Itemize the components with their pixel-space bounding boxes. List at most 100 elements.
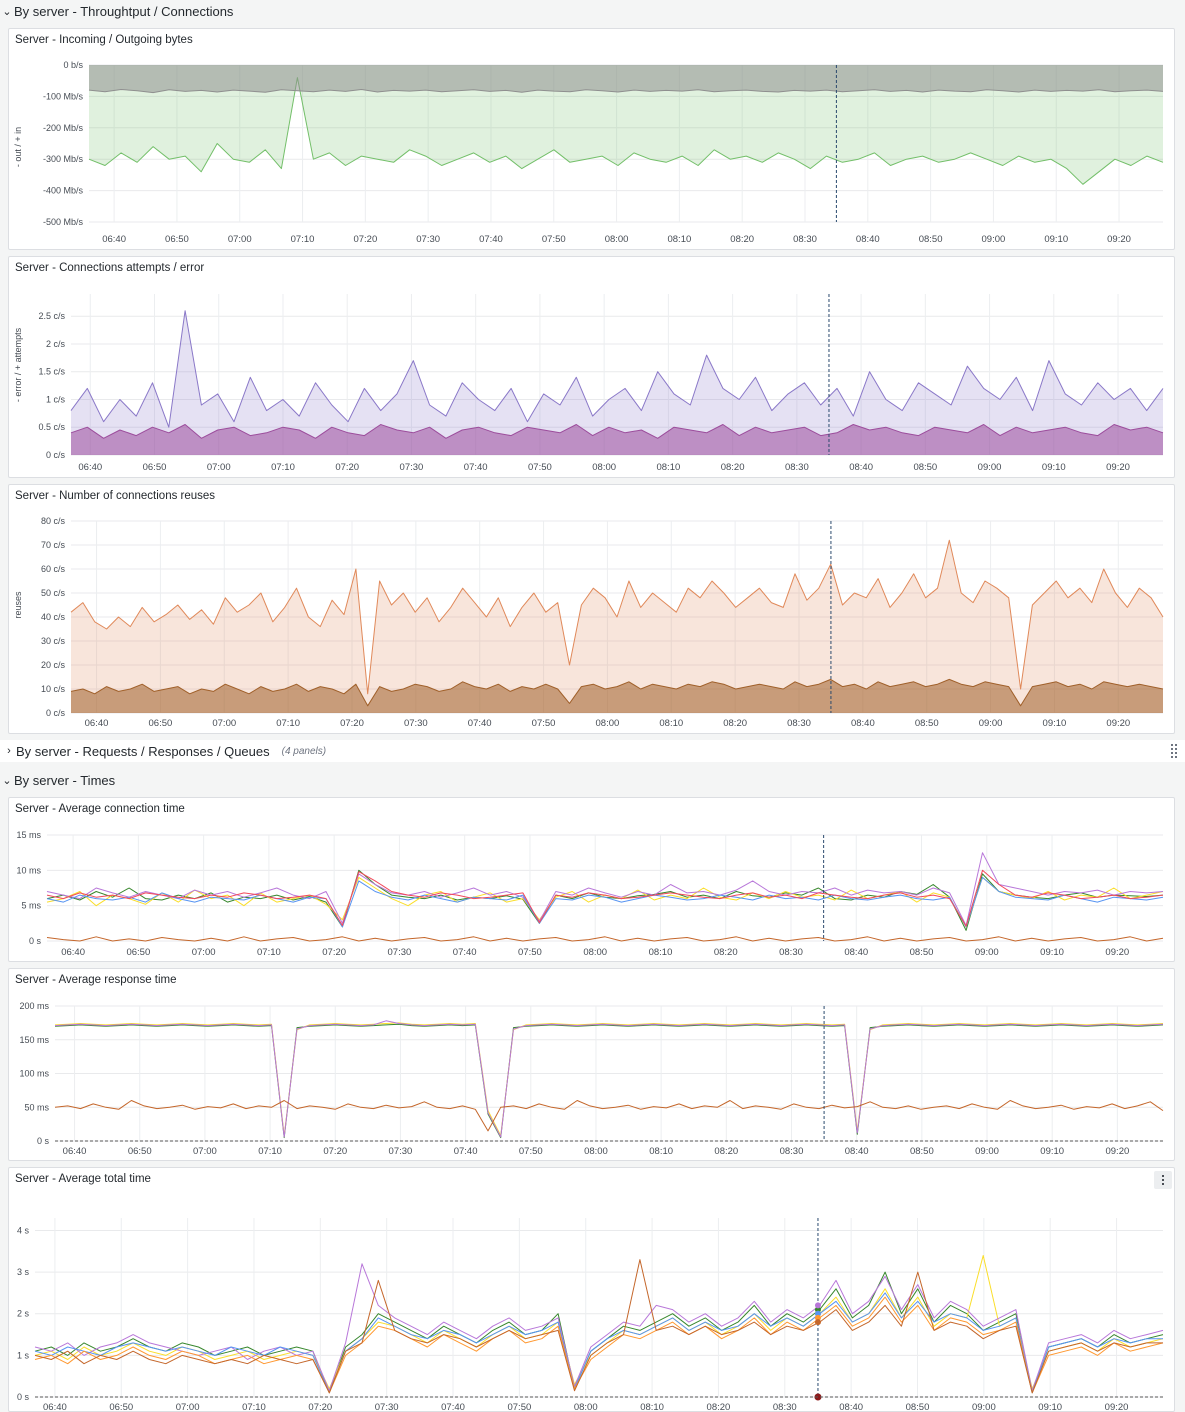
- drag-handle-icon[interactable]: [1171, 744, 1177, 758]
- row-title[interactable]: By server - Throughtput / Connections: [14, 3, 234, 19]
- panel-title[interactable]: Server - Connections attempts / error: [15, 262, 205, 274]
- incoming-outgoing-bytes-chart[interactable]: 0 b/s -100 Mb/s -200 Mb/s -300 Mb/s -400 Mb/…: [9, 29, 1174, 249]
- panel-title[interactable]: Server - Average response time: [15, 974, 177, 986]
- x-tick-label: 08:50: [913, 462, 937, 473]
- y-tick-label: 50 ms: [24, 1102, 49, 1112]
- series-area: [89, 65, 1163, 185]
- x-tick-label: 09:00: [978, 462, 1002, 473]
- connections-reuses-chart[interactable]: 0 c/s 10 c/s 20 c/s 30 c/s 40 c/s 50 c/s 60 c/…: [9, 485, 1174, 733]
- panel-menu-button[interactable]: [1154, 1171, 1172, 1189]
- panel-connections-attempts-error: Server - Connections attempts / error 0 …: [8, 256, 1175, 478]
- x-tick-label: 07:30: [375, 1402, 399, 1411]
- x-tick-label: 09:20: [1106, 718, 1130, 729]
- x-tick-label: 08:00: [584, 1146, 608, 1157]
- x-tick-label: 08:30: [785, 462, 809, 473]
- x-tick-label: 07:00: [193, 1146, 217, 1157]
- series-line: [46, 869, 1164, 927]
- panel-title[interactable]: Server - Average connection time: [15, 803, 185, 815]
- series-line: [88, 77, 1164, 185]
- series-line: [54, 1100, 1164, 1132]
- y-tick-label: 200 ms: [19, 1001, 49, 1011]
- x-tick-label: 09:00: [982, 234, 1006, 245]
- y-tick-label: 0 b/s: [63, 60, 83, 70]
- x-tick-label: 07:50: [528, 462, 552, 473]
- x-tick-label: 07:30: [416, 234, 440, 245]
- x-tick-label: 08:30: [793, 234, 817, 245]
- x-tick-label: 08:10: [659, 718, 683, 729]
- x-tick-label: 07:10: [276, 718, 300, 729]
- x-tick-label: 07:00: [212, 718, 236, 729]
- series-line: [70, 678, 1164, 707]
- x-tick-label: 07:40: [453, 947, 477, 958]
- y-axis-label: - error / + attempts: [13, 327, 23, 402]
- x-tick-label: 06:40: [102, 234, 126, 245]
- row-header-times[interactable]: ⌄ By server - Times: [0, 769, 1185, 791]
- average-total-time-chart[interactable]: 0 s 1 s 2 s 3 s 4 s 06:40 06:50 07:00 07:10 07:20…: [9, 1168, 1174, 1411]
- x-tick-label: 08:50: [910, 947, 934, 958]
- x-tick-label: 09:00: [975, 1146, 999, 1157]
- series-line: [54, 1020, 1164, 1138]
- x-tick-label: 07:50: [532, 718, 556, 729]
- average-response-time-chart[interactable]: 0 s 50 ms 100 ms 150 ms 200 ms 06:40 06:50 07:0…: [9, 969, 1174, 1160]
- panel-title[interactable]: Server - Number of connections reuses: [15, 490, 216, 502]
- series-line: [34, 1255, 1164, 1390]
- x-tick-label: 09:00: [975, 947, 999, 958]
- x-tick-label: 07:50: [507, 1402, 531, 1411]
- x-tick-label: 08:30: [787, 718, 811, 729]
- series-line: [46, 869, 1164, 931]
- panel-title[interactable]: Server - Average total time: [15, 1173, 151, 1185]
- hover-point: [814, 1310, 821, 1317]
- series-area: [71, 540, 1163, 713]
- x-tick-label: 08:30: [773, 1402, 797, 1411]
- x-tick-label: 07:30: [388, 947, 412, 958]
- x-tick-label: 06:40: [43, 1402, 67, 1411]
- x-tick-label: 06:50: [128, 1146, 152, 1157]
- x-tick-label: 08:20: [730, 234, 754, 245]
- y-tick-label: -200 Mb/s: [43, 123, 84, 133]
- x-tick-label: 09:20: [1105, 1402, 1129, 1411]
- panel-average-total-time: Server - Average total time 0 s 1 s 2 s 3 s…: [8, 1167, 1175, 1412]
- y-tick-label: -400 Mb/s: [43, 186, 84, 196]
- row-header-requests[interactable]: › By server - Requests / Responses / Que…: [0, 740, 1185, 762]
- series-line: [70, 539, 1164, 695]
- x-tick-label: 09:10: [1040, 1146, 1064, 1157]
- y-tick-label: 30 c/s: [41, 636, 66, 646]
- row-title[interactable]: By server - Requests / Responses / Queue…: [16, 743, 270, 759]
- chevron-down-icon[interactable]: ⌄: [2, 774, 12, 787]
- x-tick-label: 08:00: [605, 234, 629, 245]
- x-tick-label: 06:50: [109, 1402, 133, 1411]
- x-tick-label: 08:40: [851, 718, 875, 729]
- x-tick-label: 09:20: [1105, 947, 1129, 958]
- x-tick-label: 07:00: [228, 234, 252, 245]
- x-tick-label: 08:10: [656, 462, 680, 473]
- y-tick-label: 150 ms: [19, 1035, 49, 1045]
- chevron-right-icon[interactable]: ›: [7, 745, 11, 757]
- y-axis-label: reuses: [13, 591, 23, 619]
- connections-attempts-chart[interactable]: 0 c/s 0.5 c/s 1 c/s 1.5 c/s 2 c/s 2.5 c/s 06:4…: [9, 257, 1174, 477]
- y-tick-label: 10 c/s: [41, 684, 66, 694]
- series-line: [46, 936, 1164, 942]
- y-axis-label: - out / + in: [13, 127, 23, 167]
- x-tick-label: 08:20: [714, 1146, 738, 1157]
- x-tick-label: 08:00: [596, 718, 620, 729]
- panel-connections-reuses: Server - Number of connections reuses 0 …: [8, 484, 1175, 734]
- y-tick-label: 2 c/s: [46, 339, 66, 349]
- x-tick-label: 08:10: [667, 234, 691, 245]
- panel-title[interactable]: Server - Incoming / Outgoing bytes: [15, 34, 193, 46]
- row-panel-count: (4 panels): [281, 745, 327, 757]
- panel-average-connection-time: Server - Average connection time 0 s 5 ms…: [8, 797, 1175, 962]
- y-tick-label: 1 s: [17, 1350, 30, 1360]
- series-line: [54, 1022, 1164, 1137]
- x-tick-label: 08:10: [640, 1402, 664, 1411]
- average-connection-time-chart[interactable]: 0 s 5 ms 10 ms 15 ms 06:40 06:50 07:00 07:10 07:…: [9, 798, 1174, 961]
- row-title[interactable]: By server - Times: [14, 772, 116, 788]
- series-line: [46, 852, 1164, 926]
- x-tick-label: 07:20: [353, 234, 377, 245]
- y-tick-label: 40 c/s: [41, 612, 66, 622]
- x-tick-label: 07:10: [291, 234, 315, 245]
- row-header-throughput[interactable]: ⌄ By server - Throughtput / Connections: [0, 0, 1185, 22]
- chevron-down-icon[interactable]: ⌄: [2, 5, 12, 18]
- x-tick-label: 08:40: [856, 234, 880, 245]
- y-tick-label: 20 c/s: [41, 660, 66, 670]
- series-line: [34, 1259, 1163, 1394]
